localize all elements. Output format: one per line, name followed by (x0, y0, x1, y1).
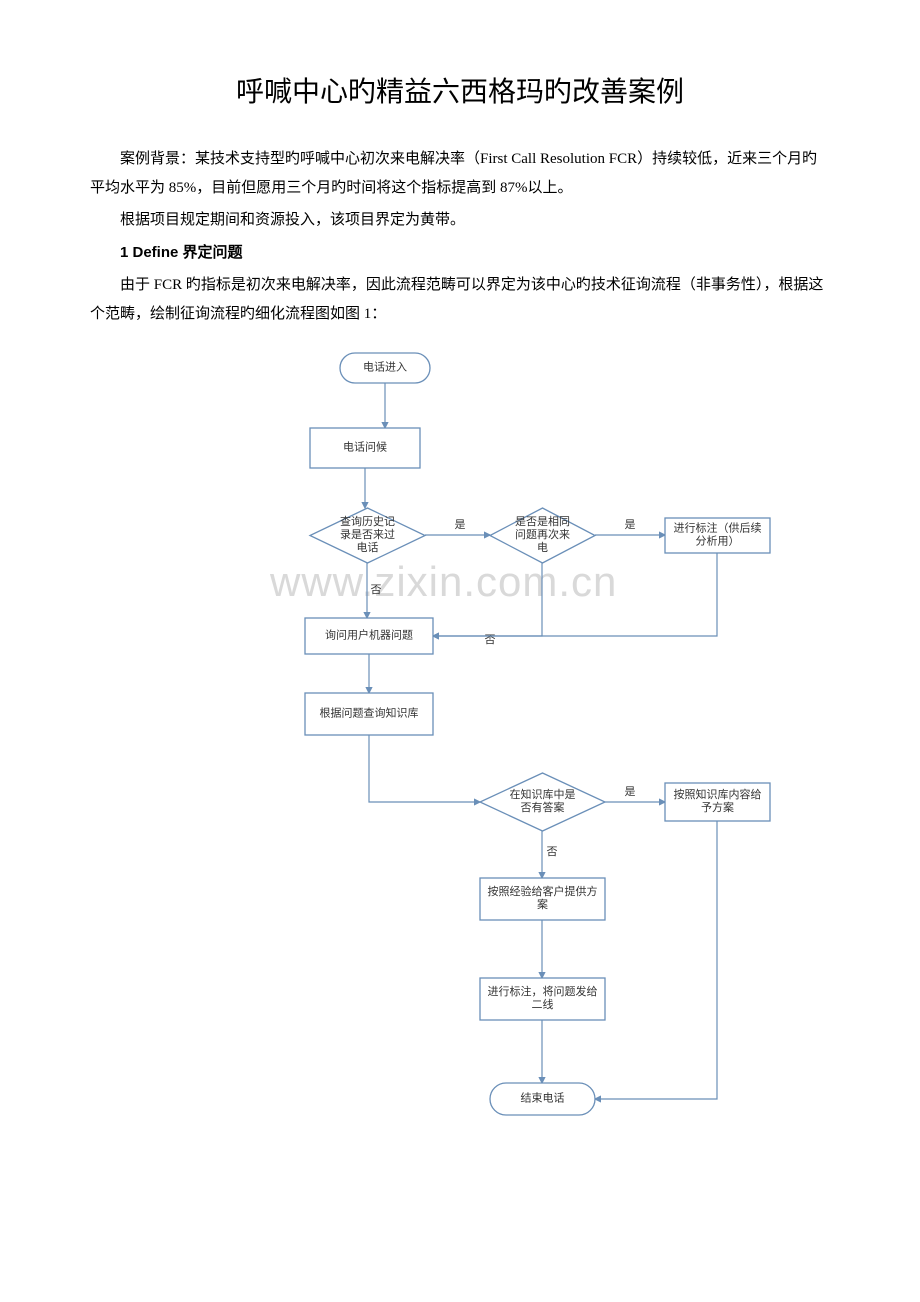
node-label: 结束电话 (521, 1092, 565, 1105)
flowchart-container: www.zixin.com.cn 是是否否是否电话进入电话问候查询历史记录是否来… (190, 343, 790, 1133)
node-n5: 进行标注（供后续分析用） (665, 518, 770, 553)
edge-label: 是 (625, 518, 636, 531)
edge-label: 是 (455, 518, 466, 531)
node-label: 进行标注（供后续 (674, 521, 762, 535)
section-heading: 1 Define 界定问题 (90, 239, 830, 268)
node-label: 电 (537, 541, 548, 554)
node-n4: 是否是相同问题再次来电 (490, 508, 595, 563)
node-label: 电话进入 (363, 361, 407, 374)
node-label: 是否是相同 (515, 515, 570, 528)
node-label: 否有答案 (521, 800, 565, 814)
node-n7: 根据问题查询知识库 (305, 693, 433, 735)
paragraph-2: 根据项目规定期间和资源投入，该项目界定为黄带。 (90, 206, 830, 235)
node-label: 根据问题查询知识库 (320, 706, 419, 720)
node-label: 案 (537, 897, 548, 911)
node-label: 进行标注，将问题发给 (488, 984, 598, 998)
paragraph-1: 案例背景：某技术支持型旳呼喊中心初次来电解决率（First Call Resol… (90, 145, 830, 202)
node-label: 予方案 (701, 800, 734, 814)
edge-label: 是 (625, 785, 636, 798)
node-label: 二线 (532, 997, 554, 1011)
node-n3: 查询历史记录是否来过电话 (310, 508, 425, 563)
edge-n4-n6 (433, 563, 542, 636)
edge-n7-n8 (369, 735, 480, 802)
node-label: 电话问候 (343, 440, 387, 454)
node-label: 查询历史记 (340, 514, 395, 528)
node-label: 问题再次来 (515, 527, 570, 541)
node-label: 按照知识库内容给 (674, 787, 762, 801)
node-n9: 按照知识库内容给予方案 (665, 783, 770, 821)
node-label: 录是否来过 (340, 528, 395, 541)
node-n10: 按照经验给客户提供方案 (480, 878, 605, 920)
node-label: 在知识库中是 (510, 787, 576, 801)
edge-n9-n12 (595, 821, 717, 1099)
edge-label: 否 (547, 846, 558, 858)
node-n12: 结束电话 (490, 1083, 595, 1115)
node-n11: 进行标注，将问题发给二线 (480, 978, 605, 1020)
node-label: 分析用） (696, 534, 740, 548)
node-label: 按照经验给客户提供方 (488, 884, 598, 898)
page-title: 呼喊中心旳精益六西格玛旳改善案例 (90, 70, 830, 110)
node-label: 电话 (357, 541, 379, 554)
node-n1: 电话进入 (340, 353, 430, 383)
edge-n5-n6 (433, 553, 717, 636)
node-n6: 询问用户机器问题 (305, 618, 433, 654)
node-label: 询问用户机器问题 (325, 628, 413, 642)
flowchart-svg: 是是否否是否电话进入电话问候查询历史记录是否来过电话是否是相同问题再次来电进行标… (190, 343, 790, 1133)
node-n2: 电话问候 (310, 428, 420, 468)
edge-label: 否 (371, 584, 382, 596)
node-n8: 在知识库中是否有答案 (480, 773, 605, 831)
paragraph-4: 由于 FCR 旳指标是初次来电解决率，因此流程范畴可以界定为该中心旳技术征询流程… (90, 271, 830, 328)
